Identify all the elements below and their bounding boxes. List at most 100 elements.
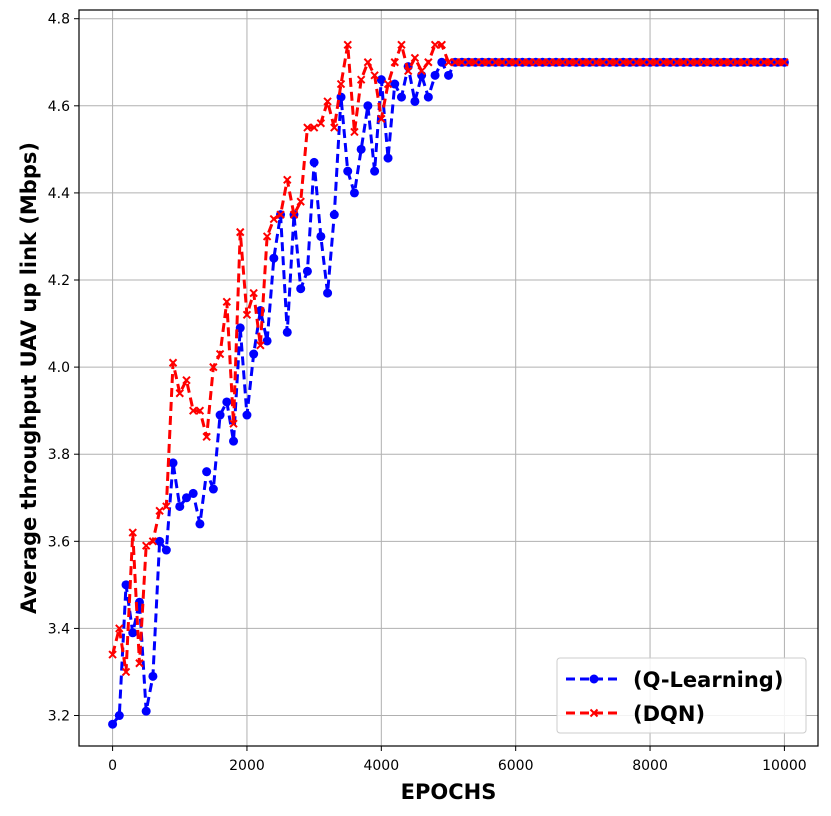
data-point-q-learning <box>222 397 232 407</box>
data-point-q-learning <box>188 488 198 498</box>
data-point-q-learning <box>444 70 453 80</box>
data-point-dqn-stroke-b <box>303 123 312 132</box>
x-tick-label: 2000 <box>229 758 265 774</box>
data-point-dqn <box>760 58 769 67</box>
x-tick-label: 4000 <box>363 758 399 774</box>
data-point-dqn-stroke-b <box>679 58 688 67</box>
data-point-dqn <box>538 58 547 67</box>
data-point-q-learning <box>423 92 433 102</box>
grid-lines <box>79 10 818 746</box>
data-point-dqn <box>632 58 641 67</box>
data-point-dqn <box>511 58 520 67</box>
data-point-dqn <box>209 362 218 372</box>
data-point-dqn-stroke-b <box>356 75 366 84</box>
data-point-dqn-stroke-b <box>175 389 184 398</box>
data-point-dqn <box>121 667 131 677</box>
data-point-dqn <box>316 119 326 128</box>
data-point-dqn-stroke-b <box>686 58 695 67</box>
data-point-dqn <box>524 58 534 67</box>
data-point-q-learning <box>161 545 171 555</box>
data-point-dqn-stroke-b <box>249 288 258 298</box>
data-point-dqn-stroke-b <box>713 58 722 67</box>
data-point-dqn-stroke-b <box>739 58 749 67</box>
data-point-dqn-stroke-b <box>437 40 446 50</box>
data-point-dqn <box>652 58 661 67</box>
data-point-dqn-stroke-b <box>330 123 339 132</box>
data-point-q-learning <box>114 711 124 721</box>
legend-box <box>556 657 807 734</box>
data-point-dqn <box>477 58 487 67</box>
data-point-q-learning <box>269 253 279 263</box>
y-tick-label: 4.6 <box>48 99 70 115</box>
data-point-dqn-stroke-b <box>639 58 648 67</box>
data-point-dqn-stroke-b <box>128 528 137 537</box>
data-point-q-learning <box>356 144 366 154</box>
data-point-q-learning <box>430 70 440 80</box>
data-point-dqn-stroke-b <box>202 432 211 442</box>
data-point-dqn-stroke-b <box>551 58 561 67</box>
y-tick-label: 3.6 <box>48 534 70 550</box>
x-tick-label: 8000 <box>632 758 668 774</box>
data-point-dqn <box>444 58 453 67</box>
data-point-q-learning <box>121 580 131 590</box>
data-point-dqn-stroke-b <box>336 79 346 89</box>
data-point-q-learning <box>181 493 191 503</box>
data-point-dqn-stroke-b <box>733 58 742 67</box>
legend-x-marker <box>589 708 599 718</box>
data-point-q-learning <box>282 327 292 337</box>
data-point-dqn-stroke-b <box>189 406 198 415</box>
data-point-dqn-stroke-b <box>477 58 487 67</box>
data-point-dqn-stroke-b <box>592 58 601 67</box>
data-point-dqn <box>330 123 339 132</box>
y-tick-label: 4.4 <box>48 186 70 202</box>
data-point-dqn <box>571 58 581 67</box>
data-point-dqn-stroke-b <box>162 502 171 511</box>
data-point-dqn-stroke-b <box>538 58 547 67</box>
data-point-dqn-stroke-b <box>451 58 460 67</box>
data-point-dqn-stroke-b <box>262 232 272 241</box>
data-point-q-learning <box>249 349 259 359</box>
data-point-q-learning <box>329 210 339 220</box>
data-point-dqn <box>545 58 554 67</box>
y-tick-label: 4.2 <box>48 273 70 289</box>
data-point-dqn-stroke-b <box>565 58 574 67</box>
data-point-dqn-stroke-b <box>471 58 480 67</box>
data-point-dqn <box>686 58 695 67</box>
data-point-dqn-stroke-b <box>135 659 144 668</box>
data-point-dqn <box>679 58 688 67</box>
data-point-dqn-stroke-b <box>632 58 641 67</box>
data-point-dqn <box>363 58 373 67</box>
data-point-dqn-stroke-b <box>625 58 635 67</box>
data-point-dqn-stroke-b <box>209 362 218 372</box>
data-point-q-learning <box>410 96 420 106</box>
data-point-dqn <box>202 432 211 442</box>
data-point-dqn-stroke-b <box>417 66 426 76</box>
data-point-q-learning <box>262 336 272 346</box>
data-point-dqn <box>108 650 117 659</box>
data-point-dqn <box>719 58 729 67</box>
data-point-dqn-stroke-b <box>343 40 352 50</box>
data-point-dqn <box>713 58 722 67</box>
data-point-dqn <box>665 58 675 67</box>
data-point-dqn <box>155 506 164 516</box>
data-point-dqn-stroke-b <box>115 624 124 633</box>
data-point-dqn-stroke-b <box>699 58 708 67</box>
x-axis-label: EPOCHS <box>401 780 497 804</box>
data-point-dqn-stroke-b <box>215 349 225 359</box>
data-point-q-learning <box>141 706 151 716</box>
data-point-q-learning <box>168 458 178 468</box>
x-tick-label: 10000 <box>762 758 807 774</box>
data-point-q-learning <box>343 166 353 176</box>
data-point-dqn-stroke-b <box>498 58 507 67</box>
data-point-dqn-stroke-b <box>457 58 467 67</box>
data-point-dqn <box>739 58 749 67</box>
data-point-dqn-stroke-b <box>753 58 762 67</box>
data-point-dqn <box>417 66 426 76</box>
data-point-dqn-stroke-b <box>296 197 305 206</box>
data-point-dqn <box>645 58 655 67</box>
data-point-q-learning <box>390 79 400 89</box>
data-point-dqn-stroke-b <box>746 58 756 67</box>
data-point-dqn <box>229 419 238 428</box>
data-point-dqn <box>141 541 151 550</box>
y-tick-label: 3.4 <box>48 621 70 637</box>
